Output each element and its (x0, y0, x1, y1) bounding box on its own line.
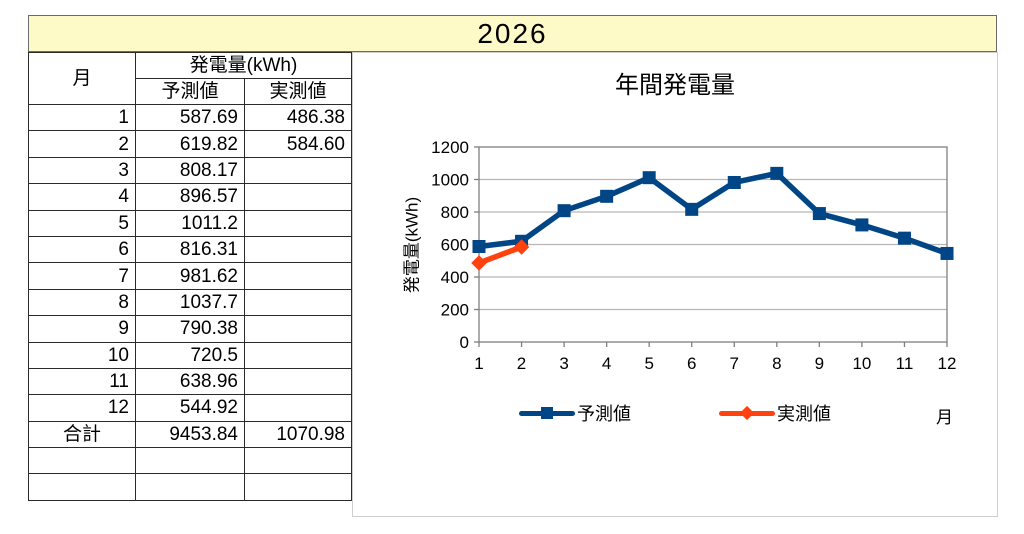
svg-text:1000: 1000 (431, 171, 469, 190)
cell-actual[interactable] (244, 262, 352, 290)
svg-text:0: 0 (460, 333, 469, 352)
header-month[interactable]: 月 (28, 52, 136, 105)
cell-month[interactable]: 6 (28, 235, 136, 264)
legend-label-forecast: 予測値 (577, 404, 631, 424)
table-row: 6 816.31 (28, 235, 352, 264)
chart-title: 年間発電量 (615, 72, 735, 99)
forecast-line-marker-icon (519, 406, 575, 420)
cell-forecast[interactable]: 808.17 (135, 156, 245, 185)
cell-forecast[interactable] (135, 473, 245, 501)
table-row: 10 720.5 (28, 341, 352, 369)
legend-label-actual: 実測値 (777, 404, 831, 424)
svg-text:200: 200 (441, 301, 469, 320)
legend-item-forecast: 予測値 (519, 400, 631, 426)
table-row: 4 896.57 (28, 183, 352, 211)
cell-month[interactable]: 合計 (28, 420, 136, 449)
svg-text:4: 4 (602, 354, 611, 373)
svg-text:8: 8 (772, 354, 781, 373)
table-row: 11 638.96 (28, 367, 352, 396)
year-title: 2026 (477, 17, 548, 49)
cell-month[interactable]: 10 (28, 341, 136, 369)
cell-actual[interactable] (244, 288, 352, 317)
cell-month[interactable]: 7 (28, 262, 136, 290)
svg-text:12: 12 (938, 354, 957, 373)
table-row: 3 808.17 (28, 156, 352, 185)
table-row (28, 447, 352, 475)
table-row: 合計 9453.84 1070.98 (28, 420, 352, 449)
cell-actual[interactable] (244, 183, 352, 211)
cell-forecast[interactable]: 638.96 (135, 367, 245, 396)
cell-actual[interactable] (244, 156, 352, 185)
legend-item-actual: 実測値 (719, 400, 831, 426)
cell-month[interactable]: 11 (28, 367, 136, 396)
cell-forecast[interactable]: 981.62 (135, 262, 245, 290)
cell-month[interactable]: 2 (28, 130, 136, 158)
cell-forecast[interactable]: 1037.7 (135, 288, 245, 317)
svg-text:400: 400 (441, 268, 469, 287)
cell-forecast[interactable]: 1011.2 (135, 209, 245, 237)
cell-forecast[interactable]: 587.69 (135, 103, 245, 132)
cell-actual[interactable]: 486.38 (244, 103, 352, 132)
cell-actual[interactable] (244, 209, 352, 237)
actual-line-marker-icon (719, 405, 775, 421)
cell-actual[interactable] (244, 235, 352, 264)
header-forecast[interactable]: 予測値 (135, 78, 245, 105)
svg-text:6: 6 (687, 354, 696, 373)
table-row: 2 619.82 584.60 (28, 130, 352, 158)
svg-text:600: 600 (441, 236, 469, 255)
x-axis-title: 月 (936, 408, 953, 427)
header-actual[interactable]: 実測値 (244, 78, 352, 105)
cell-actual[interactable] (244, 447, 352, 475)
header-generation-group[interactable]: 発電量(kWh) (135, 52, 352, 79)
cell-month[interactable] (28, 447, 136, 475)
cell-forecast[interactable]: 544.92 (135, 394, 245, 422)
generation-table: 月 発電量(kWh) 予測値 実測値 1 587.69 486.38 2 619.82 5… (28, 52, 352, 501)
svg-text:2: 2 (517, 354, 526, 373)
table-row: 1 587.69 486.38 (28, 103, 352, 132)
cell-actual[interactable] (244, 473, 352, 501)
svg-text:5: 5 (644, 354, 653, 373)
table-row (28, 473, 352, 501)
table-row: 9 790.38 (28, 315, 352, 343)
svg-text:800: 800 (441, 203, 469, 222)
table-row: 8 1037.7 (28, 288, 352, 317)
year-banner[interactable]: 2026 (28, 15, 997, 52)
cell-month[interactable] (28, 473, 136, 501)
cell-actual[interactable]: 1070.98 (244, 420, 352, 449)
cell-month[interactable]: 9 (28, 315, 136, 343)
cell-month[interactable]: 1 (28, 103, 136, 132)
cell-forecast[interactable] (135, 447, 245, 475)
cell-actual[interactable] (244, 341, 352, 369)
svg-text:1: 1 (474, 354, 483, 373)
svg-text:3: 3 (559, 354, 568, 373)
cell-forecast[interactable]: 790.38 (135, 315, 245, 343)
cell-actual[interactable]: 584.60 (244, 130, 352, 158)
table-row: 12 544.92 (28, 394, 352, 422)
cell-actual[interactable] (244, 367, 352, 396)
cell-month[interactable]: 12 (28, 394, 136, 422)
cell-actual[interactable] (244, 315, 352, 343)
cell-forecast[interactable]: 720.5 (135, 341, 245, 369)
annual-generation-chart[interactable]: 年間発電量 発電量(kWh) 0 200 400 600 800 1000 1200 1 2 3 4… (352, 52, 998, 517)
svg-text:1200: 1200 (431, 138, 469, 157)
table-row: 5 1011.2 (28, 209, 352, 237)
table-row: 7 981.62 (28, 262, 352, 290)
cell-forecast[interactable]: 896.57 (135, 183, 245, 211)
cell-actual[interactable] (244, 394, 352, 422)
svg-text:11: 11 (896, 354, 914, 373)
cell-month[interactable]: 4 (28, 183, 136, 211)
svg-text:7: 7 (730, 354, 739, 373)
cell-month[interactable]: 8 (28, 288, 136, 317)
cell-forecast[interactable]: 619.82 (135, 130, 245, 158)
cell-forecast[interactable]: 816.31 (135, 235, 245, 264)
chart-legend: 予測値 実測値 (353, 399, 997, 427)
svg-text:9: 9 (815, 354, 824, 373)
cell-forecast[interactable]: 9453.84 (135, 420, 245, 449)
cell-month[interactable]: 3 (28, 156, 136, 185)
cell-month[interactable]: 5 (28, 209, 136, 237)
svg-text:10: 10 (852, 354, 871, 373)
